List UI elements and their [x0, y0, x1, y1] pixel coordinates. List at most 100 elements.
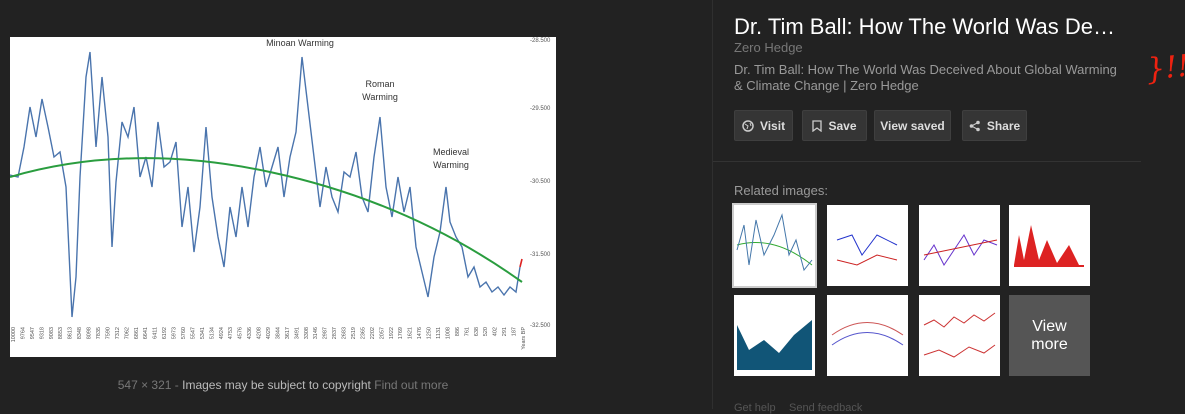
preview-x-label: 7835	[96, 327, 102, 339]
preview-x-label: 4576	[238, 327, 244, 339]
preview-x-label: 187	[512, 327, 518, 336]
preview-x-label: 9764	[20, 327, 26, 339]
preview-x-label: 2837	[332, 327, 338, 339]
preview-x-label: 4924	[219, 327, 225, 339]
preview-x-label: 4336	[247, 327, 253, 339]
preview-x-label: 5341	[200, 327, 206, 339]
related-heading: Related images:	[734, 183, 828, 198]
preview-x-label: 6411	[153, 327, 159, 339]
preview-x-label: 4753	[228, 327, 234, 339]
button-label: Visit	[759, 118, 786, 133]
related-thumbnail[interactable]	[734, 295, 815, 376]
preview-x-label: 2057	[379, 327, 385, 339]
preview-x-label: 7062	[124, 327, 130, 339]
preview-trend	[10, 157, 523, 283]
chart-annotation: Medieval	[433, 147, 469, 157]
result-title[interactable]: Dr. Tim Ball: How The World Was De…	[734, 14, 1116, 39]
preview-x-label: 3617	[285, 327, 291, 339]
preview-x-label: 402	[493, 327, 499, 336]
button-label: Save	[828, 118, 857, 133]
preview-x-label: 2365	[360, 327, 366, 339]
preview-x-label: 10000	[11, 327, 17, 342]
preview-x-label: 1131	[436, 327, 442, 339]
preview-x-label: 1476	[417, 327, 423, 339]
preview-x-label: 638	[474, 327, 480, 336]
save-button[interactable]: Save	[802, 110, 867, 141]
related-thumbnail[interactable]	[827, 205, 908, 286]
image-info: 547 × 321 - Images may be subject to cop…	[0, 378, 566, 392]
preview-x-label: 4029	[266, 327, 272, 339]
button-label: View saved	[880, 118, 945, 133]
preview-x-label: 5760	[181, 327, 187, 339]
related-thumbnail[interactable]	[732, 203, 817, 288]
preview-x-label: 2202	[370, 327, 376, 339]
preview-x-label: 5547	[190, 327, 196, 339]
preview-x-label: 5973	[172, 327, 178, 339]
image-size: 547 × 321	[117, 378, 172, 392]
preview-y-label: -32.500	[530, 323, 551, 329]
preview-x-label: 8348	[77, 327, 83, 339]
related-thumbnail[interactable]	[1009, 205, 1090, 286]
button-label: Share	[986, 118, 1021, 133]
handwritten-scribble: }!!!	[1144, 47, 1185, 88]
preview-x-label: 291	[502, 327, 508, 336]
preview-x-label: Years BP	[521, 327, 527, 350]
preview-x-label: 6641	[143, 327, 149, 339]
preview-x-label: 3308	[304, 327, 310, 339]
preview-x-label: 3491	[294, 327, 300, 339]
preview-y-label: -30.500	[530, 179, 551, 185]
visit-button[interactable]: Visit	[734, 110, 793, 141]
result-source: Zero Hedge	[734, 40, 803, 55]
preview-x-label: 886	[455, 327, 461, 336]
find-out-more-link[interactable]: Find out more	[374, 378, 449, 392]
preview-x-label: 9547	[30, 327, 36, 339]
preview-image[interactable]: Minoan Warming Roman Warming Medieval Wa…	[10, 37, 556, 357]
bookmark-icon	[812, 119, 823, 132]
chart-annotation: Roman	[365, 79, 394, 89]
preview-x-label: 761	[464, 327, 470, 336]
view-more-label: View	[1032, 317, 1067, 335]
chart-annotation: Warming	[433, 160, 469, 170]
copyright-note: Images may be subject to copyright	[182, 378, 371, 392]
chart-annotation: Minoan Warming	[266, 38, 334, 48]
view-saved-button[interactable]: View saved	[874, 110, 951, 141]
preview-x-label: 3844	[275, 327, 281, 339]
preview-y-label: -31.500	[530, 252, 551, 258]
preview-x-label: 1008	[445, 327, 451, 339]
preview-y-label: -29.500	[530, 106, 551, 112]
preview-x-label: 2987	[323, 327, 329, 339]
globe-icon	[742, 119, 754, 132]
preview-line	[10, 51, 521, 318]
chart-annotation: Warming	[362, 92, 398, 102]
related-thumbnail[interactable]	[919, 205, 1000, 286]
preview-x-label: 8098	[87, 327, 93, 339]
result-description: Dr. Tim Ball: How The World Was Deceived…	[734, 62, 1117, 93]
footer-link[interactable]: Get help	[734, 402, 776, 414]
related-thumbnail[interactable]	[827, 295, 908, 376]
preview-x-label: 8853	[58, 327, 64, 339]
preview-x-label: 8613	[68, 327, 74, 339]
preview-x-label: 2519	[351, 327, 357, 339]
preview-x-label: 9318	[39, 327, 45, 339]
preview-x-label: 4208	[257, 327, 263, 339]
preview-x-label: 1250	[427, 327, 433, 339]
preview-x-label: 3146	[313, 327, 319, 339]
share-icon	[969, 120, 980, 131]
preview-x-label: 7312	[115, 327, 121, 339]
preview-x-label: 1621	[408, 327, 414, 339]
preview-x-label: 1769	[398, 327, 404, 339]
view-more-tile[interactable]: View more	[1009, 295, 1090, 376]
preview-line	[519, 258, 523, 268]
preview-x-label: 7590	[105, 327, 111, 339]
preview-x-label: 1922	[389, 327, 395, 339]
preview-x-label: 6192	[162, 327, 168, 339]
related-thumbnail[interactable]	[919, 295, 1000, 376]
footer-link[interactable]: Send feedback	[789, 402, 863, 414]
share-button[interactable]: Share	[962, 110, 1027, 141]
preview-x-label: 520	[483, 327, 489, 336]
view-more-label: more	[1031, 335, 1068, 353]
preview-y-label: -28.500	[530, 38, 551, 44]
divider	[713, 161, 1141, 162]
